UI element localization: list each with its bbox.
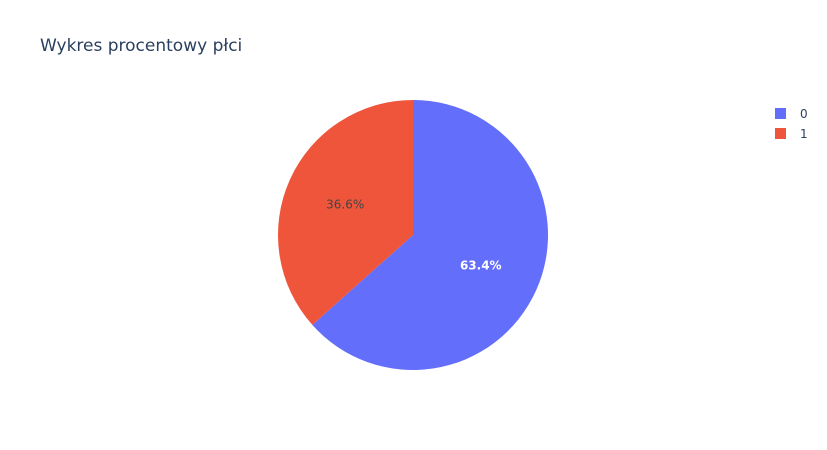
chart-title: Wykres procentowy płci [40, 36, 242, 56]
pie-slice-1[interactable] [277, 100, 413, 325]
pie-slice-label-1: 36.6% [326, 198, 364, 212]
pie-slice-0[interactable] [312, 100, 548, 370]
pie-slice-labels: 63.4% 36.6% [326, 198, 501, 273]
legend-item-0[interactable]: 0 [775, 107, 808, 121]
legend-swatch-0 [775, 108, 786, 119]
pie-slice-label-0: 63.4% [460, 258, 502, 272]
pie-slices [277, 100, 548, 370]
legend-label-1: 1 [800, 127, 808, 141]
legend-swatch-1 [775, 128, 786, 139]
legend-item-1[interactable]: 1 [775, 127, 808, 141]
legend-label-0: 0 [800, 107, 808, 121]
legend: 0 1 [775, 107, 808, 141]
